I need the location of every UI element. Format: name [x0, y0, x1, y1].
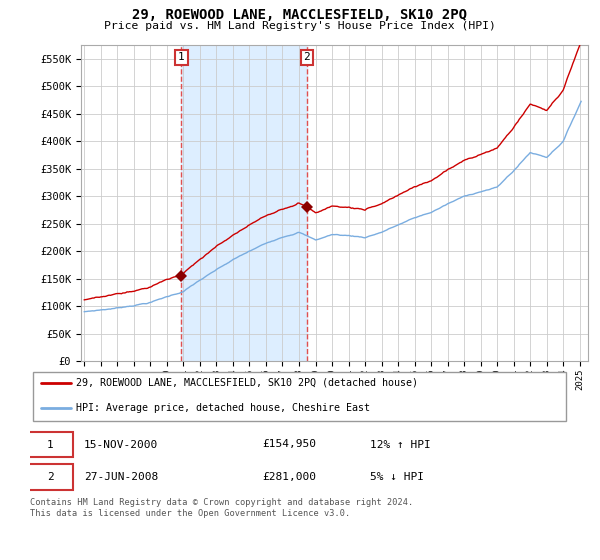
- Text: HPI: Average price, detached house, Cheshire East: HPI: Average price, detached house, Ches…: [76, 403, 370, 413]
- Text: 15-NOV-2000: 15-NOV-2000: [84, 440, 158, 450]
- FancyBboxPatch shape: [28, 432, 73, 458]
- Text: 2: 2: [47, 472, 54, 482]
- Text: 27-JUN-2008: 27-JUN-2008: [84, 472, 158, 482]
- Text: £281,000: £281,000: [262, 472, 316, 482]
- Text: £154,950: £154,950: [262, 440, 316, 450]
- Text: 2: 2: [304, 53, 310, 63]
- FancyBboxPatch shape: [33, 372, 566, 421]
- FancyBboxPatch shape: [28, 464, 73, 489]
- Text: 29, ROEWOOD LANE, MACCLESFIELD, SK10 2PQ: 29, ROEWOOD LANE, MACCLESFIELD, SK10 2PQ: [133, 8, 467, 22]
- Text: 12% ↑ HPI: 12% ↑ HPI: [370, 440, 431, 450]
- Text: 1: 1: [47, 440, 54, 450]
- Bar: [181, 45, 307, 361]
- Text: Contains HM Land Registry data © Crown copyright and database right 2024.
This d: Contains HM Land Registry data © Crown c…: [30, 498, 413, 518]
- Text: 5% ↓ HPI: 5% ↓ HPI: [370, 472, 424, 482]
- Text: 1: 1: [178, 53, 185, 63]
- Text: Price paid vs. HM Land Registry's House Price Index (HPI): Price paid vs. HM Land Registry's House …: [104, 21, 496, 31]
- Text: 29, ROEWOOD LANE, MACCLESFIELD, SK10 2PQ (detached house): 29, ROEWOOD LANE, MACCLESFIELD, SK10 2PQ…: [76, 378, 418, 388]
